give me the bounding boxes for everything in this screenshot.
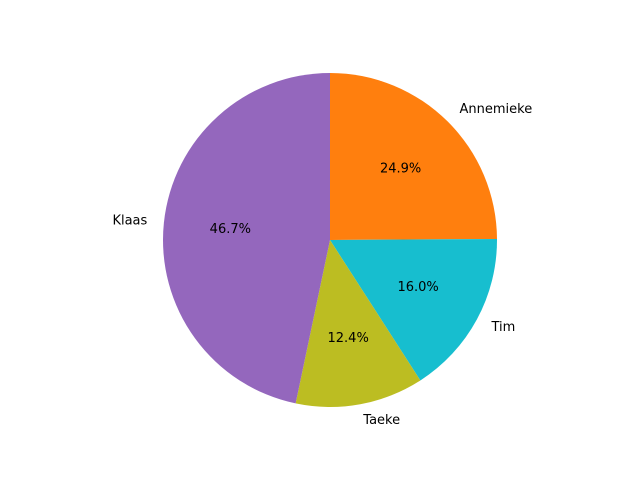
pie-slice-tim — [330, 238, 497, 381]
slice-label-taeke: Taeke — [362, 413, 400, 428]
percent-label-klaas: 46.7% — [210, 222, 251, 237]
pie-slice-annemieke — [330, 73, 497, 240]
slice-label-annemieke: Annemieke — [459, 102, 532, 117]
pie-slice-taeke — [295, 240, 421, 407]
labels-layer: Annemieke 24.9% Tim 16.0% Taeke 12.4% Klaas 46.… — [112, 102, 532, 428]
percent-label-tim: 16.0% — [397, 280, 438, 295]
slice-label-klaas: Klaas — [112, 213, 147, 228]
percent-label-annemieke: 24.9% — [380, 161, 421, 176]
slice-label-tim: Tim — [491, 320, 516, 335]
percent-label-taeke: 12.4% — [328, 331, 369, 346]
slices-layer — [163, 73, 497, 407]
pie-slice-klaas — [163, 73, 330, 404]
